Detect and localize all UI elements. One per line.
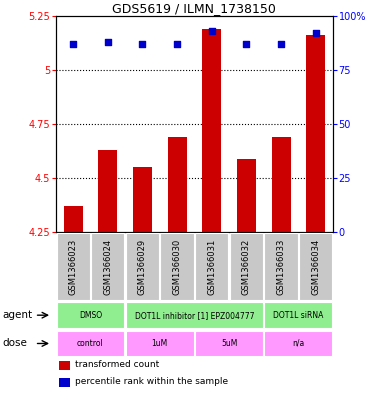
Bar xyxy=(57,233,90,300)
Text: 5uM: 5uM xyxy=(221,339,237,348)
Text: control: control xyxy=(77,339,104,348)
Bar xyxy=(230,233,263,300)
Text: percentile rank within the sample: percentile rank within the sample xyxy=(75,377,228,386)
Text: GSM1366031: GSM1366031 xyxy=(207,239,216,295)
Text: GSM1366029: GSM1366029 xyxy=(138,239,147,295)
Bar xyxy=(264,303,332,328)
Text: dose: dose xyxy=(2,338,27,349)
Bar xyxy=(167,137,187,232)
Text: transformed count: transformed count xyxy=(75,360,159,369)
Bar xyxy=(59,378,70,387)
Bar xyxy=(98,150,117,232)
Bar xyxy=(126,233,159,300)
Bar xyxy=(161,233,194,300)
Bar xyxy=(195,233,228,300)
Bar xyxy=(264,233,298,300)
Text: GSM1366034: GSM1366034 xyxy=(311,239,320,295)
Text: DOT1L inhibitor [1] EPZ004777: DOT1L inhibitor [1] EPZ004777 xyxy=(135,311,254,320)
Text: GSM1366032: GSM1366032 xyxy=(242,239,251,295)
Bar xyxy=(195,331,263,356)
Bar xyxy=(57,331,124,356)
Text: n/a: n/a xyxy=(292,339,305,348)
Bar xyxy=(237,159,256,232)
Point xyxy=(278,41,284,47)
Bar xyxy=(57,303,124,328)
Point xyxy=(174,41,180,47)
Text: agent: agent xyxy=(2,310,32,320)
Text: GSM1366023: GSM1366023 xyxy=(69,239,78,295)
Text: GSM1366033: GSM1366033 xyxy=(276,239,286,295)
Text: GSM1366024: GSM1366024 xyxy=(103,239,112,295)
Point xyxy=(313,30,319,36)
Bar xyxy=(126,331,194,356)
Bar xyxy=(271,137,291,232)
Text: DOT1L siRNA: DOT1L siRNA xyxy=(273,311,323,320)
Point xyxy=(70,41,76,47)
Bar xyxy=(202,29,221,232)
Point xyxy=(243,41,249,47)
Point xyxy=(209,28,215,34)
Bar xyxy=(64,206,83,232)
Bar xyxy=(306,35,325,232)
Text: GSM1366030: GSM1366030 xyxy=(172,239,182,295)
Bar xyxy=(299,233,332,300)
Bar xyxy=(126,303,263,328)
Bar xyxy=(264,331,332,356)
Bar xyxy=(59,361,70,370)
Text: DMSO: DMSO xyxy=(79,311,102,320)
Bar xyxy=(91,233,124,300)
Title: GDS5619 / ILMN_1738150: GDS5619 / ILMN_1738150 xyxy=(112,2,276,15)
Bar xyxy=(133,167,152,232)
Text: 1uM: 1uM xyxy=(152,339,168,348)
Point xyxy=(139,41,146,47)
Point xyxy=(105,39,111,45)
